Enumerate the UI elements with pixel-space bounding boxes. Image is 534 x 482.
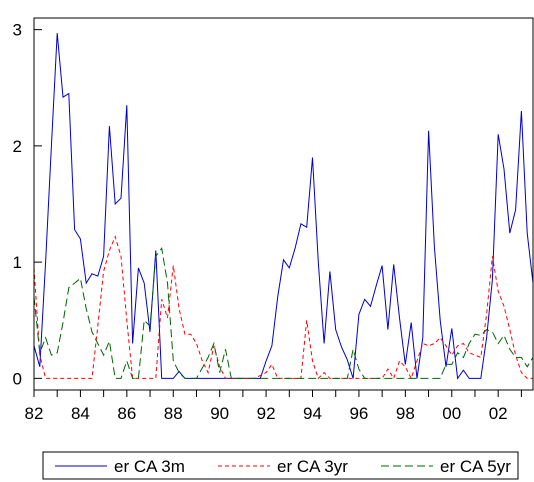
legend-label-3: er CA 5yr (440, 457, 511, 476)
legend-box (42, 451, 519, 480)
x-tick-label: 94 (303, 404, 322, 423)
x-tick-label: 96 (349, 404, 368, 423)
x-tick-label: 84 (71, 404, 90, 423)
legend-label-1: er CA 3m (114, 457, 185, 476)
x-tick-label: 88 (164, 404, 183, 423)
x-tick-label: 90 (210, 404, 229, 423)
y-tick-label: 3 (13, 21, 22, 40)
x-tick-label: 98 (396, 404, 415, 423)
y-tick-label: 1 (13, 253, 22, 272)
series-line-2 (33, 235, 533, 380)
series-line-1 (33, 33, 534, 380)
y-axis: 0 1 2 3 (13, 21, 42, 388)
x-tick-label: 86 (117, 404, 136, 423)
y-tick-label: 0 (13, 369, 22, 388)
x-axis: 82 84 86 88 90 92 94 96 98 00 02 (25, 390, 522, 423)
y-tick-label: 2 (13, 137, 22, 156)
x-tick-label: 00 (442, 404, 461, 423)
x-tick-label: 02 (489, 404, 508, 423)
legend-items: er CA 3m er CA 3yr er CA 5yr (55, 457, 511, 476)
legend: er CA 3m er CA 3yr er CA 5yr (42, 451, 519, 480)
legend-label-2: er CA 3yr (277, 457, 348, 476)
x-tick-label: 92 (257, 404, 276, 423)
x-tick-label: 82 (25, 404, 44, 423)
series-layer (33, 33, 534, 380)
plot-frame (33, 17, 534, 391)
series-line-3 (33, 246, 534, 379)
